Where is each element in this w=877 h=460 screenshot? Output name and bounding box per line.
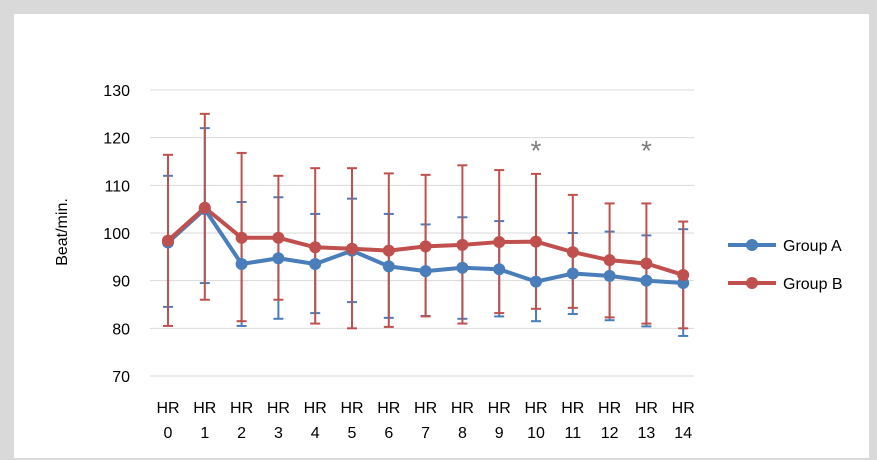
x-tick-label-line1: HR	[340, 400, 363, 417]
data-point-group-b	[198, 201, 211, 214]
significance-asterisk: *	[641, 135, 652, 166]
data-point-group-b	[456, 238, 469, 251]
y-axis-ticks: 70 80 90 100 110 120 130	[103, 83, 130, 386]
data-point-group-a	[235, 257, 248, 270]
x-tick-label-line2: 11	[564, 425, 581, 442]
data-point-group-a	[493, 263, 506, 276]
data-point-group-b	[677, 268, 690, 281]
series-points	[162, 201, 690, 290]
x-tick-label-line1: HR	[156, 400, 179, 417]
data-point-group-b	[419, 240, 432, 253]
x-tick-label-line1: HR	[524, 400, 547, 417]
x-tick-label-line1: HR	[488, 400, 511, 417]
x-tick-label-line1: HR	[267, 400, 290, 417]
data-point-group-a	[419, 265, 432, 278]
annotations: * *	[531, 135, 652, 166]
x-tick-label-line2: 7	[421, 425, 430, 442]
error-bars	[163, 112, 689, 337]
y-tick-label: 120	[103, 131, 130, 148]
legend-label: Group A	[783, 238, 842, 255]
data-point-group-a	[530, 275, 542, 288]
data-point-group-b	[272, 231, 285, 244]
legend-marker	[746, 239, 758, 251]
x-tick-label-line1: HR	[304, 400, 327, 417]
x-tick-label-line1: HR	[635, 400, 658, 417]
x-tick-label-line2: 0	[164, 425, 173, 442]
y-tick-label: 70	[112, 369, 130, 386]
x-tick-label-line1: HR	[230, 400, 253, 417]
data-point-group-b	[530, 235, 542, 248]
y-tick-label: 80	[112, 321, 130, 338]
x-tick-label-line2: 4	[311, 425, 320, 442]
data-point-group-b	[493, 236, 506, 249]
x-tick-label-line1: HR	[377, 400, 400, 417]
x-tick-label-line2: 8	[458, 425, 467, 442]
x-tick-label-line1: HR	[561, 400, 584, 417]
y-tick-label: 110	[104, 178, 130, 195]
y-tick-label: 130	[103, 83, 130, 100]
x-tick-label-line1: HR	[672, 400, 695, 417]
data-point-group-b	[603, 254, 616, 267]
data-point-group-a	[382, 260, 395, 273]
x-tick-label-line2: 6	[384, 425, 393, 442]
x-tick-label-line1: HR	[193, 400, 216, 417]
gridlines	[150, 89, 694, 377]
legend-marker	[746, 277, 758, 289]
data-point-group-a	[456, 261, 469, 274]
x-tick-label-line1: HR	[451, 400, 474, 417]
x-tick-label-line2: 14	[674, 425, 692, 442]
y-axis-label: Beat/min.	[54, 198, 71, 266]
data-point-group-b	[640, 257, 653, 270]
data-point-group-b	[235, 231, 248, 244]
data-point-group-b	[346, 242, 358, 255]
legend-label: Group B	[783, 276, 843, 293]
x-axis-ticks: HR 0 HR 1 HR 2 HR 3 HR 4 HR 5 HR 6 HR 7 HR 8 HR 9 HR 10 HR 11 HR…	[156, 400, 694, 442]
legend: Group A Group B	[728, 238, 843, 293]
data-point-group-a	[566, 267, 579, 280]
x-tick-label-line2: 5	[348, 425, 357, 442]
x-tick-label-line2: 12	[601, 425, 619, 442]
x-tick-label-line1: HR	[414, 400, 437, 417]
data-point-group-b	[309, 241, 322, 254]
data-point-group-b	[382, 244, 395, 257]
x-tick-label-line1: HR	[598, 400, 621, 417]
x-tick-label-line2: 3	[274, 425, 283, 442]
data-point-group-a	[272, 252, 285, 265]
data-point-group-b	[566, 246, 579, 259]
data-point-group-b	[162, 234, 174, 247]
x-tick-label-line2: 2	[237, 425, 246, 442]
x-tick-label-line2: 10	[527, 425, 545, 442]
data-point-group-a	[309, 257, 322, 270]
x-tick-label-line2: 13	[638, 425, 656, 442]
x-tick-label-line2: 1	[200, 425, 209, 442]
significance-asterisk: *	[531, 135, 542, 166]
data-point-group-a	[640, 274, 653, 287]
y-tick-label: 100	[103, 226, 130, 243]
y-tick-label: 90	[112, 274, 130, 291]
data-point-group-a	[603, 269, 616, 282]
x-tick-label-line2: 9	[495, 425, 504, 442]
